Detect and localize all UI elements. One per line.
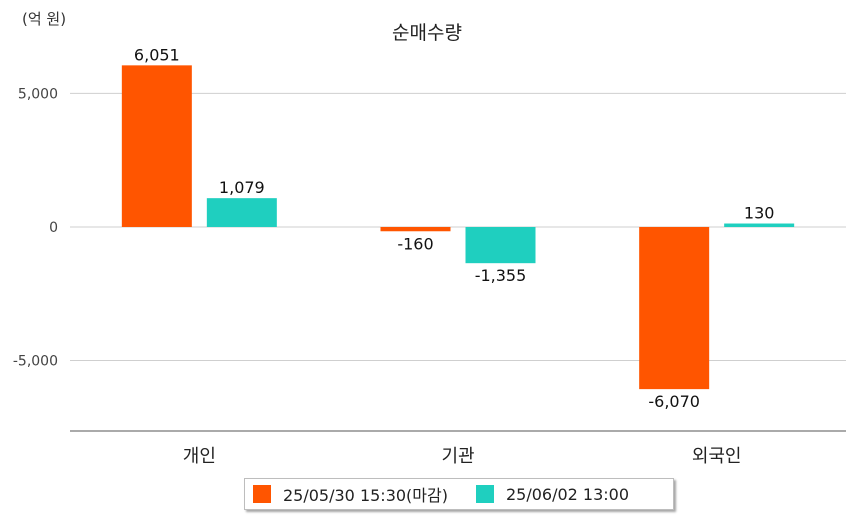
data-labels: 6,051 1,079 -160 -1,355 -6,070 130 [134,45,775,411]
bar[interactable] [206,198,277,227]
legend-label: 25/05/30 15:30(마감) [283,486,448,505]
bar[interactable] [724,223,795,227]
x-tick-label: 개인 [183,446,216,467]
legend-swatch [475,485,494,503]
data-label: -6,070 [648,392,700,411]
data-label: 130 [744,204,775,223]
legend-item-series-2[interactable]: 25/06/02 13:00 [475,484,630,504]
unit-label: (억 원) [22,10,67,28]
y-tick-label: 0 [49,220,58,236]
bar[interactable] [639,226,710,390]
legend-swatch [253,485,271,503]
y-axis-ticks: 5,000 0 -5,000 [13,86,58,369]
legend: 25/05/30 15:30(마감) 25/06/02 13:00 [244,478,674,510]
legend-label: 25/06/02 13:00 [505,484,630,504]
data-label: 6,051 [134,45,180,64]
data-label: -1,355 [475,266,527,285]
gridlines [70,92,846,362]
bar[interactable] [121,65,192,227]
bar[interactable] [380,226,451,232]
x-tick-label: 외국인 [692,446,742,467]
x-axis: 개인 기관 외국인 [70,430,846,467]
y-tick-label: 5,000 [18,86,58,102]
x-tick-label: 기관 [441,446,474,467]
data-label: -160 [397,234,433,253]
y-tick-label: -5,000 [13,354,58,370]
legend-item-series-1[interactable]: 25/05/30 15:30(마감) [253,482,448,506]
bars [121,65,795,390]
chart-title: 순매수량 [392,22,462,44]
bar[interactable] [465,226,536,264]
data-label: 1,079 [219,178,265,197]
